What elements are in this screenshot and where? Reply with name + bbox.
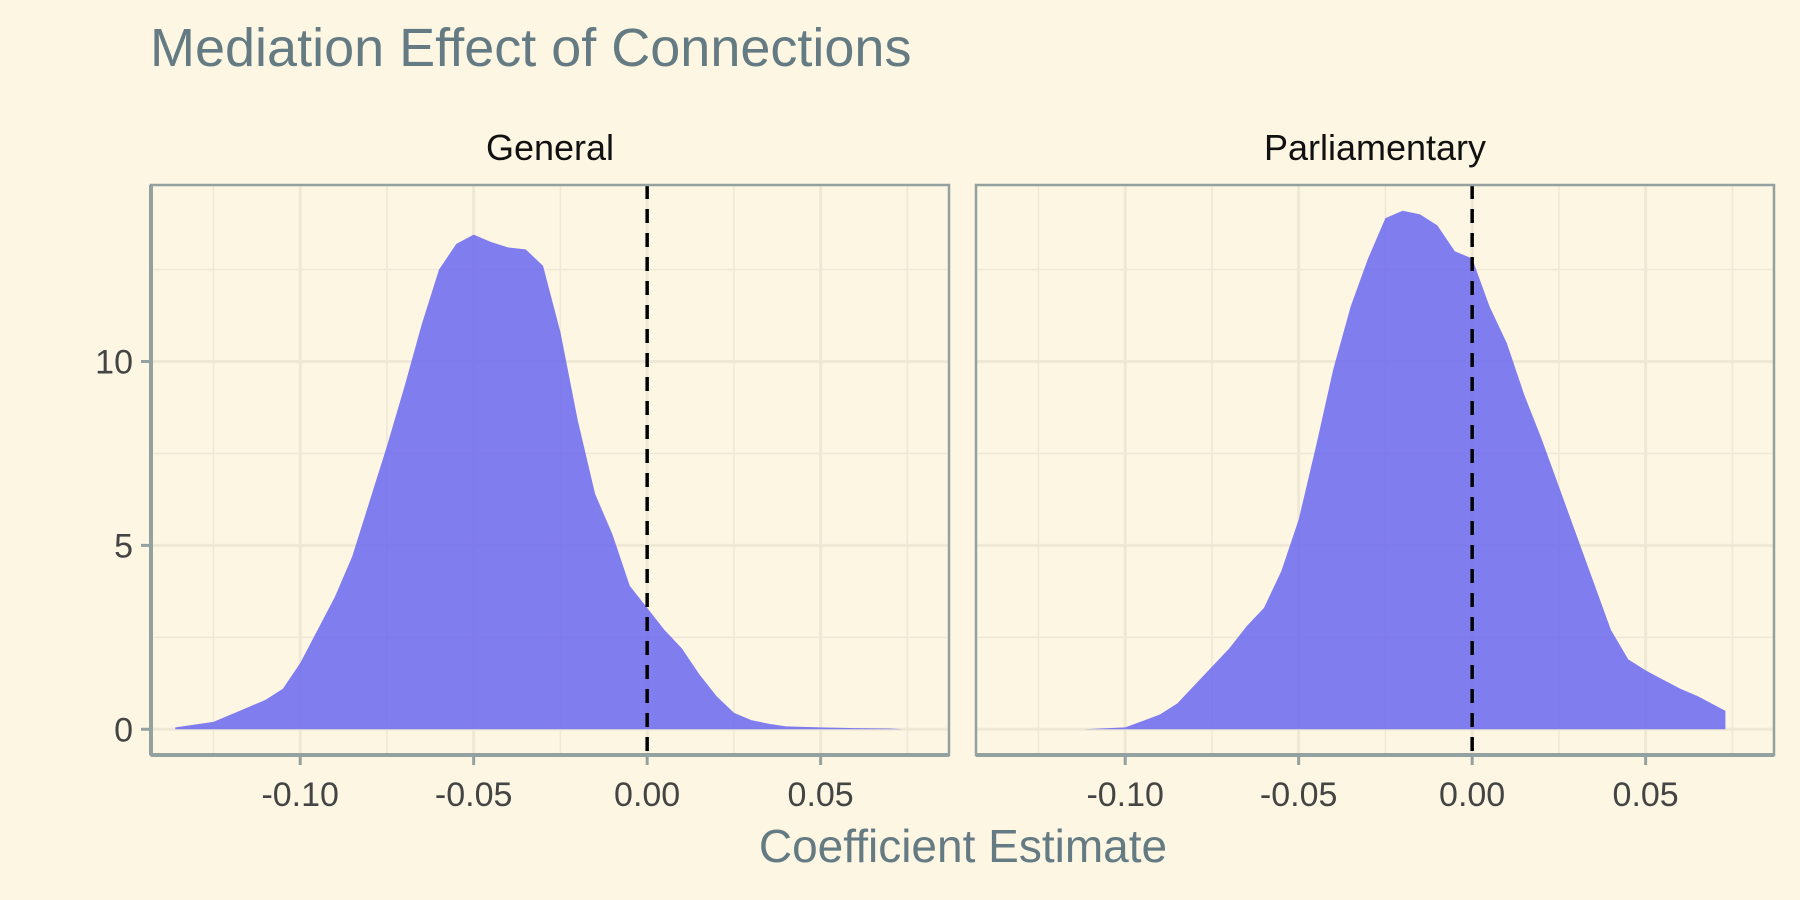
chart-title: Mediation Effect of Connections [150, 18, 911, 78]
y-tick-label: 10 [95, 344, 133, 382]
facet-panels: General -0.10 -0.05 0.00 0.05 Parliamentary -0… [149, 127, 1776, 814]
y-axis: 0 5 10 [95, 185, 153, 755]
density-area-parliamentary [1083, 210, 1726, 730]
y-tick-label: 5 [114, 527, 133, 565]
x-tick-label: 0.05 [788, 776, 854, 814]
x-axis-label: Coefficient Estimate [759, 820, 1167, 872]
y-tick-label: 0 [114, 711, 133, 749]
facet-label: General [486, 127, 614, 168]
facet-label: Parliamentary [1264, 127, 1486, 168]
x-tick-label: 0.00 [1439, 776, 1505, 814]
facet-panel-general: General -0.10 -0.05 0.00 0.05 [149, 127, 951, 814]
facet-panel-parliamentary: Parliamentary -0.10 -0.05 0.00 0.05 [974, 127, 1776, 814]
density-area-general [175, 234, 904, 730]
x-tick-label: -0.05 [1260, 776, 1338, 814]
x-tick-label: -0.05 [435, 776, 513, 814]
x-tick-label: -0.10 [1086, 776, 1164, 814]
x-tick-label: 0.00 [614, 776, 680, 814]
x-tick-label: -0.10 [261, 776, 339, 814]
x-tick-label: 0.05 [1613, 776, 1679, 814]
